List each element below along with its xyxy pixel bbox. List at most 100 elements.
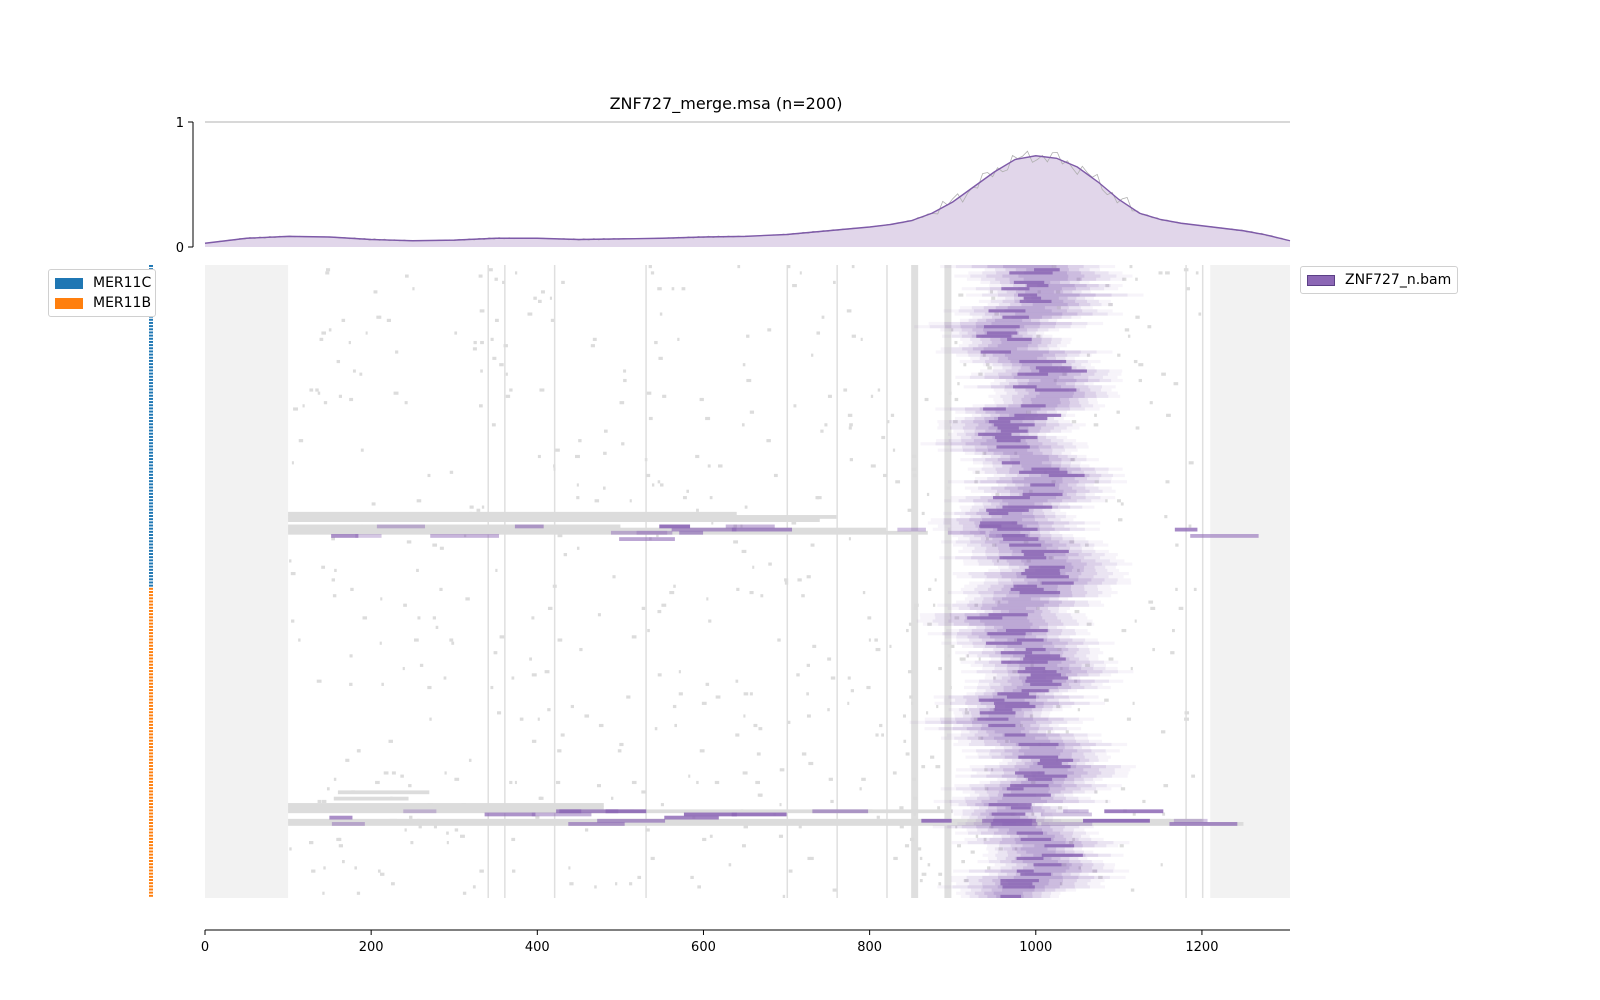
gap-cell xyxy=(348,340,351,345)
signal-segment xyxy=(966,293,1144,297)
signal-offpeak xyxy=(731,812,787,817)
x-tick-label-200: 200 xyxy=(359,940,384,955)
signal-segment xyxy=(1021,780,1054,785)
signal-segment xyxy=(980,442,1028,446)
signal-segment xyxy=(1000,752,1084,756)
gap-cell xyxy=(961,860,965,864)
gap-cell xyxy=(334,568,337,573)
gap-cell xyxy=(444,771,447,775)
signal-peak xyxy=(1013,584,1037,588)
group-strip-row xyxy=(149,600,153,603)
signal-segment xyxy=(993,397,1098,402)
gap-cell xyxy=(538,299,542,303)
signal-peak xyxy=(1002,885,1035,889)
group-strip-row xyxy=(149,784,153,787)
gap-cell xyxy=(404,401,408,405)
signal-peak xyxy=(1030,483,1055,487)
gap-cell xyxy=(535,815,540,819)
signal-row xyxy=(970,356,1075,360)
gap-cell xyxy=(509,388,513,392)
signal-segment xyxy=(995,746,1091,750)
gap-cell xyxy=(958,293,964,297)
signal-segment xyxy=(1029,293,1080,297)
signal-segment xyxy=(948,480,1127,484)
signal-segment xyxy=(1012,397,1079,402)
gap-cell xyxy=(1184,711,1190,715)
gap-cell xyxy=(338,844,344,848)
gap-cell xyxy=(388,739,393,743)
gap-cell xyxy=(473,340,477,345)
signal-segment xyxy=(993,891,1023,895)
gap-cell xyxy=(1188,461,1194,465)
signal-row xyxy=(981,454,1087,459)
signal-row xyxy=(952,572,1129,576)
signal-segment xyxy=(961,825,1065,829)
legend-swatch-signal xyxy=(1307,274,1335,286)
signal-segment xyxy=(1011,866,1092,870)
gap-cell xyxy=(991,296,996,300)
gap-cell xyxy=(414,638,419,642)
signal-row xyxy=(948,432,1047,436)
signal-segment xyxy=(1004,385,1075,389)
signal-row xyxy=(998,565,1116,569)
group-strip-row xyxy=(149,378,153,381)
gap-cell xyxy=(358,749,361,753)
signal-segment xyxy=(935,350,1113,354)
gap-cell xyxy=(557,534,563,538)
signal-segment xyxy=(969,606,1048,610)
gap-cell xyxy=(707,464,711,468)
signal-offpeak xyxy=(991,822,1032,826)
signal-segment xyxy=(930,518,1074,522)
signal-peak xyxy=(1018,755,1059,759)
gap-cell xyxy=(686,489,689,493)
signal-segment xyxy=(984,312,1093,316)
signal-segment xyxy=(947,606,1070,610)
signal-segment xyxy=(1018,287,1062,291)
signal-row xyxy=(948,708,1063,712)
gap-cell xyxy=(661,603,667,607)
gap-cell xyxy=(1158,271,1163,275)
signal-peak xyxy=(1016,638,1044,642)
signal-offpeak xyxy=(484,812,536,817)
signal-segment xyxy=(972,328,1027,332)
signal-segment xyxy=(987,477,1100,481)
signal-segment xyxy=(999,477,1088,481)
gap-cell xyxy=(479,309,485,313)
gap-cell xyxy=(788,869,793,873)
gap-bar xyxy=(288,518,820,522)
gap-cell xyxy=(1186,287,1191,291)
signal-segment xyxy=(968,353,1080,357)
signal-segment xyxy=(983,464,1090,468)
signal-segment xyxy=(978,344,1048,348)
signal-segment xyxy=(998,553,1092,557)
signal-segment xyxy=(991,385,1089,389)
gap-cell xyxy=(892,771,897,775)
gap-cell xyxy=(984,768,988,772)
gap-cell xyxy=(333,777,337,781)
signal-segment xyxy=(998,302,1102,307)
signal-segment xyxy=(984,578,1131,582)
signal-segment xyxy=(982,600,1075,604)
gap-cell xyxy=(879,723,883,728)
signal-segment xyxy=(955,717,1064,721)
signal-row xyxy=(968,271,1123,275)
signal-segment xyxy=(1008,502,1035,506)
gap-cell xyxy=(321,331,326,335)
signal-row xyxy=(953,543,1109,547)
signal-segment xyxy=(988,860,1092,864)
gap-cell xyxy=(1070,458,1076,462)
gap-cell xyxy=(760,594,764,598)
x-tick-label-1200: 1200 xyxy=(1185,940,1218,955)
group-strip-row xyxy=(149,575,153,578)
group-strip-row xyxy=(149,815,153,818)
signal-segment xyxy=(950,616,1058,620)
signal-segment xyxy=(938,727,1067,731)
signal-offpeak xyxy=(1040,812,1092,817)
gap-cell xyxy=(527,312,533,316)
gap-cell xyxy=(860,337,863,341)
gap-cell xyxy=(594,885,597,889)
signal-segment xyxy=(995,277,1097,281)
group-strip-row xyxy=(149,568,153,571)
signal-segment xyxy=(970,717,1049,721)
signal-segment xyxy=(980,515,1056,519)
